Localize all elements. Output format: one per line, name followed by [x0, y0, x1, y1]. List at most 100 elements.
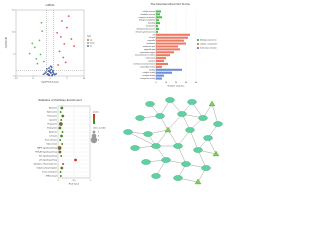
bar: [156, 65, 162, 68]
network-edge: [191, 101, 204, 119]
point: [66, 26, 68, 29]
color-scale: [93, 114, 95, 116]
legend-swatch: [92, 130, 96, 134]
legend-label: cellular_component: [200, 43, 218, 46]
bar: [156, 57, 166, 60]
y-tick-label: extracellular region: [140, 51, 155, 54]
point: [51, 74, 53, 77]
dot: [59, 122, 63, 126]
network-edge: [189, 129, 199, 151]
bar: [156, 10, 161, 13]
point: [64, 61, 67, 64]
network-node: [187, 99, 197, 105]
network-node: [201, 165, 211, 171]
network-node: [151, 143, 161, 149]
point: [49, 69, 51, 72]
network-node: [135, 115, 145, 121]
point: [48, 67, 50, 69]
x-tick-label: 40: [195, 82, 198, 84]
point: [62, 56, 65, 59]
point: [50, 66, 53, 69]
color-scale: [93, 115, 95, 117]
network-node: [198, 115, 208, 121]
network-node: [208, 100, 216, 107]
dot: [58, 150, 62, 154]
network-edge: [177, 145, 187, 165]
bar: [156, 42, 186, 45]
y-tick-label: metabolic process: [141, 13, 156, 16]
color-scale: [93, 121, 95, 123]
dot: [58, 126, 62, 130]
y-tick-label: 0: [13, 76, 15, 78]
network-node: [177, 111, 187, 117]
bar: [156, 68, 182, 71]
color-scale: [93, 116, 95, 118]
dot: [62, 163, 65, 165]
y-tick-label: transporter activity: [140, 77, 155, 80]
y-tick-label: Tight junction: [46, 142, 57, 145]
legend-label: 6: [98, 140, 100, 142]
y-tick-label: Glycolysis / Gluconeogenesis: [34, 163, 58, 165]
y-tick-label: membrane part: [143, 45, 156, 48]
point: [59, 35, 62, 38]
bar: [156, 60, 164, 63]
bar: [156, 27, 159, 30]
y-tick-label: cell part: [149, 36, 156, 39]
point: [41, 30, 44, 33]
network-panel: [123, 97, 223, 185]
y-tick-label: Purine metabolism: [42, 170, 57, 173]
network-edge: [167, 129, 179, 147]
chart-title: Statistics of Pathway Enrichment: [38, 98, 82, 102]
network-node: [194, 178, 202, 185]
x-tick-label: 10: [165, 82, 168, 84]
y-tick-label: MAPK signaling pathway: [37, 146, 57, 149]
legend-swatch: [87, 39, 89, 41]
legend-label: molecular_function: [200, 47, 217, 50]
legend-label: no: [90, 46, 93, 48]
y-tick-label: cellular process: [143, 11, 156, 13]
point: [56, 31, 59, 34]
network-node: [181, 161, 191, 167]
network-edge: [155, 159, 167, 177]
y-tick-label: extracellular matrix: [140, 65, 155, 68]
legend-title: type: [87, 35, 92, 38]
x-axis-label: Number of genes: [168, 85, 186, 88]
bar: [156, 71, 172, 74]
point: [39, 53, 42, 56]
y-tick-label: Phagosome: [47, 123, 57, 125]
x-tick-label: 1: [89, 180, 91, 182]
y-tick-label: 5: [13, 54, 15, 56]
bar: [156, 22, 160, 25]
y-axis-label: -log10(padj): [6, 37, 8, 49]
point: [61, 20, 63, 22]
bar: [156, 16, 162, 19]
x-tick-label: -10: [15, 78, 19, 80]
y-tick-label: synapse: [148, 61, 155, 63]
legend-title: qvalue: [93, 112, 100, 114]
point: [53, 73, 56, 76]
y-tick-label: organelle: [148, 40, 155, 42]
dot: [61, 143, 64, 145]
network-node: [123, 129, 133, 135]
dot: [60, 106, 64, 110]
y-tick-label: Wnt signaling pathway: [39, 154, 57, 157]
point: [47, 70, 50, 73]
network-node: [155, 113, 165, 119]
dot: [61, 114, 65, 118]
point: [70, 38, 73, 40]
dot: [61, 131, 64, 133]
point: [31, 42, 34, 45]
legend-label: biological_process: [200, 40, 216, 42]
point: [63, 42, 66, 45]
plot-area: [15, 9, 85, 77]
network-edge: [155, 129, 169, 147]
network-edge: [159, 99, 171, 117]
y-tick-label: cell junction: [146, 57, 155, 60]
bar: [156, 62, 168, 65]
point: [42, 73, 45, 76]
x-axis-label: Rich factor: [69, 183, 80, 186]
x-tick-label: 5: [66, 78, 68, 80]
bar: [156, 54, 170, 57]
network-node: [151, 173, 161, 179]
y-tick-label: macromolecular complex: [135, 55, 155, 57]
